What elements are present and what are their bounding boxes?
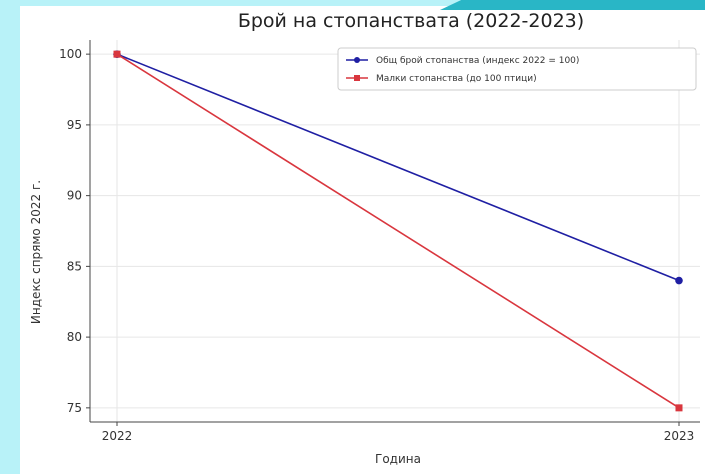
y-tick-label: 90 bbox=[67, 189, 82, 203]
data-point bbox=[675, 276, 683, 285]
series-line bbox=[116, 53, 680, 282]
legend-item: Общ брой стопанства (индекс 2022 = 100) bbox=[346, 56, 579, 66]
y-tick-label: 85 bbox=[67, 259, 82, 273]
legend-item: Малки стопанства (до 100 птици) bbox=[346, 74, 537, 84]
y-tick-label: 75 bbox=[67, 401, 82, 415]
series-group bbox=[113, 50, 683, 412]
legend-marker bbox=[354, 57, 360, 63]
plot-area bbox=[90, 40, 700, 422]
grid-lines bbox=[90, 40, 700, 422]
legend-box bbox=[337, 47, 697, 91]
legend-label: Малки стопанства (до 100 птици) bbox=[376, 74, 537, 84]
series-2 bbox=[113, 50, 683, 412]
legend: Общ брой стопанства (индекс 2022 = 100) М… bbox=[337, 47, 697, 91]
decorative-accent-bar bbox=[440, 0, 705, 10]
legend-marker bbox=[354, 75, 360, 81]
x-axis-label: Година bbox=[375, 452, 421, 466]
legend-label: Общ брой стопанства (индекс 2022 = 100) bbox=[376, 56, 579, 66]
axes bbox=[89, 40, 700, 423]
x-axis-ticks: 2022 2023 bbox=[102, 422, 695, 443]
plot-background bbox=[90, 40, 700, 422]
y-axis-label: Индекс спрямо 2022 г. bbox=[29, 180, 43, 324]
y-axis-ticks: 75 80 85 90 95 100 bbox=[59, 47, 90, 415]
data-point bbox=[675, 404, 683, 412]
y-tick-label: 80 bbox=[67, 330, 82, 344]
data-point bbox=[113, 50, 121, 58]
x-tick-label: 2023 bbox=[664, 429, 695, 443]
y-tick-label: 100 bbox=[59, 47, 82, 61]
y-tick-label: 95 bbox=[67, 118, 82, 132]
chart-title: Брой на стопанствата (2022-2023) bbox=[238, 10, 584, 32]
series-line bbox=[116, 53, 680, 409]
x-tick-label: 2022 bbox=[102, 429, 133, 443]
